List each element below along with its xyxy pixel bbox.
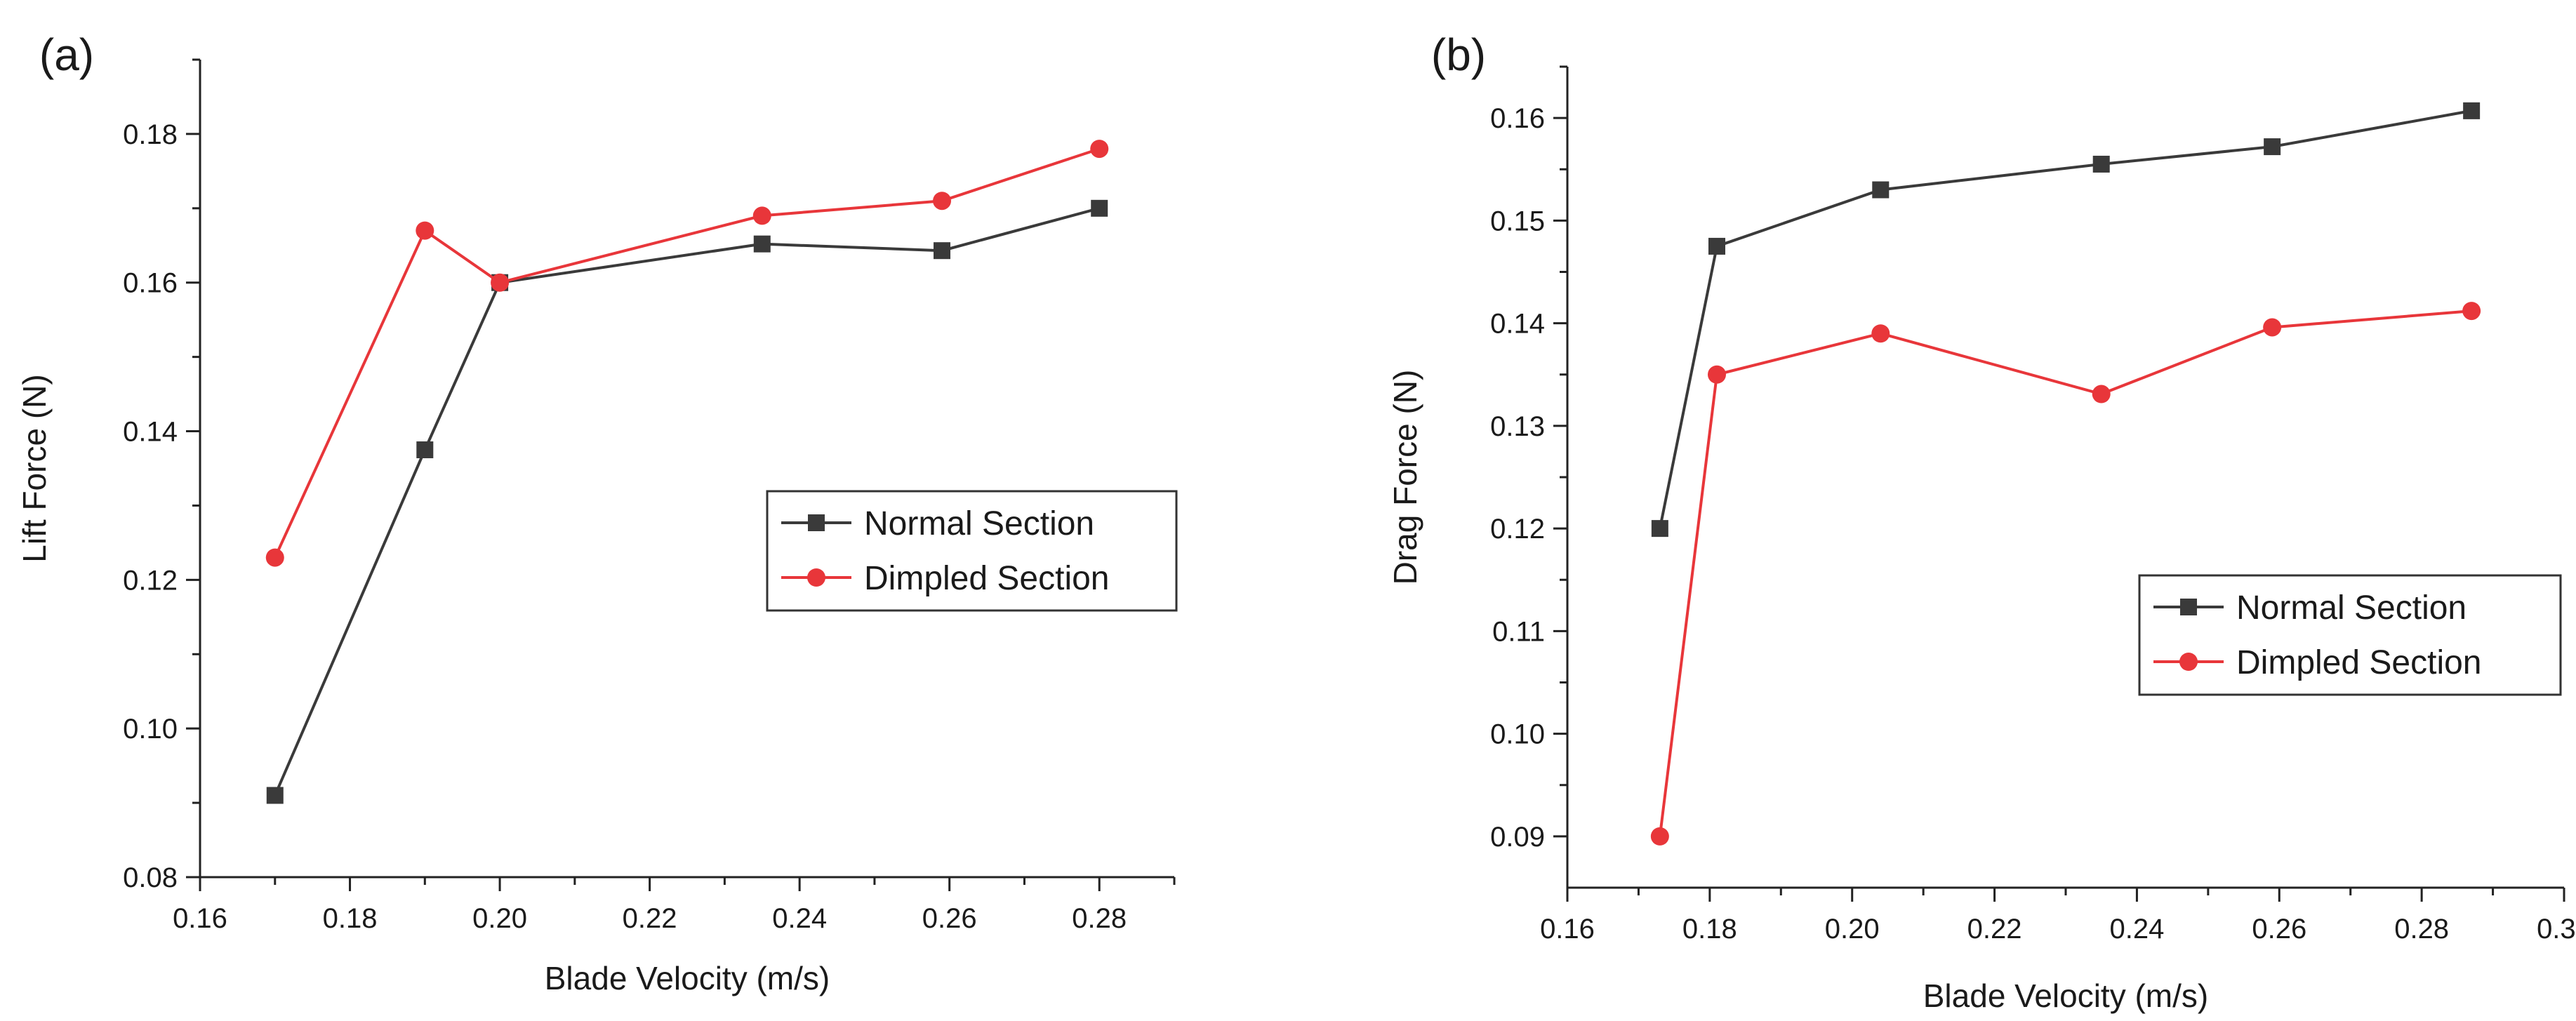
data-point-square [753, 235, 771, 253]
y-tick-label: 0.10 [1490, 719, 1545, 750]
data-point-circle [2263, 318, 2282, 337]
x-tick-label: 0.16 [173, 903, 227, 934]
legend-box [766, 490, 1178, 612]
y-tick-label: 0.13 [1490, 411, 1545, 442]
legend: Normal Section Dimpled Section [766, 490, 1178, 612]
data-point-circle [2462, 302, 2481, 321]
legend-label: Normal Section [864, 505, 1094, 542]
legend-marker-square [808, 514, 825, 531]
x-tick-label: 0.22 [1967, 914, 2022, 945]
x-tick-label: 0.16 [1540, 914, 1595, 945]
data-point-circle [416, 221, 434, 240]
legend-label: Normal Section [2236, 589, 2467, 627]
legend-marker-square [2180, 599, 2197, 615]
y-tick-label: 0.08 [123, 862, 178, 893]
panel-b: (b)0.160.180.200.220.240.260.280.300.090… [1387, 29, 2576, 1014]
data-point-square [2463, 102, 2481, 119]
series-dimpled-section [1650, 302, 2481, 846]
y-tick-label: 0.14 [123, 417, 178, 448]
y-axis-label: Lift Force (N) [16, 374, 53, 562]
y-tick-label: 0.09 [1490, 822, 1545, 853]
panel-label: (a) [39, 29, 94, 80]
data-point-square [1651, 520, 1668, 538]
x-tick-label: 0.20 [472, 903, 527, 934]
data-point-circle [752, 206, 771, 225]
y-tick-label: 0.12 [1490, 514, 1545, 545]
x-axis-label: Blade Velocity (m/s) [545, 960, 830, 996]
x-tick-label: 0.24 [2109, 914, 2164, 945]
data-point-square [266, 787, 284, 804]
x-tick-label: 0.26 [922, 903, 977, 934]
series-line [273, 206, 1100, 796]
y-tick-label: 0.14 [1490, 309, 1545, 340]
x-tick-label: 0.30 [2537, 914, 2576, 945]
legend-box [2138, 574, 2562, 696]
x-tick-label: 0.20 [1825, 914, 1880, 945]
data-point-square [2264, 138, 2281, 156]
data-point-circle [1650, 827, 1669, 846]
legend-marker-circle [807, 568, 825, 587]
legend-label: Dimpled Section [2236, 644, 2482, 681]
data-point-circle [1090, 140, 1109, 159]
y-tick-label: 0.15 [1490, 206, 1545, 236]
y-tick-label: 0.12 [123, 565, 178, 596]
x-tick-label: 0.28 [2394, 914, 2449, 945]
data-point-square [416, 441, 434, 459]
legend-label: Dimpled Section [864, 560, 1110, 597]
x-tick-label: 0.18 [1682, 914, 1737, 945]
data-point-circle [933, 192, 952, 211]
x-axis-label: Blade Velocity (m/s) [1923, 977, 2208, 1014]
series-line [1658, 309, 2472, 837]
data-point-square [934, 242, 951, 260]
data-point-circle [2092, 385, 2111, 403]
data-point-square [1708, 237, 1725, 255]
x-tick-label: 0.18 [323, 903, 378, 934]
data-point-circle [265, 548, 284, 567]
y-tick-label: 0.18 [123, 119, 178, 150]
data-point-square [1091, 199, 1108, 217]
legend-marker-circle [2179, 653, 2198, 671]
data-point-circle [491, 273, 510, 292]
y-tick-label: 0.16 [123, 268, 178, 299]
data-point-circle [1708, 365, 1726, 384]
x-tick-label: 0.26 [2252, 914, 2306, 945]
x-tick-label: 0.28 [1072, 903, 1127, 934]
data-point-square [2092, 155, 2110, 173]
series-line [1658, 109, 2472, 529]
y-tick-label: 0.16 [1490, 103, 1545, 134]
series-dimpled-section [265, 140, 1109, 567]
panel-a: (a) 0.16 0.18 0.20 0.22 0.24 0.26 0.28 0.08 0.10 0… [16, 29, 1178, 996]
y-tick-label: 0.11 [1492, 616, 1545, 647]
legend: Normal Section Dimpled Section [2138, 574, 2562, 696]
data-point-square [1872, 181, 1890, 199]
series-normal-section [1651, 102, 2481, 538]
series-line [273, 147, 1100, 559]
y-axis-label: Drag Force (N) [1387, 370, 1423, 585]
y-tick-label: 0.10 [123, 714, 178, 745]
x-tick-label: 0.24 [772, 903, 827, 934]
panel-label: (b) [1431, 29, 1486, 80]
x-tick-label: 0.22 [623, 903, 677, 934]
data-point-circle [1871, 324, 1890, 343]
